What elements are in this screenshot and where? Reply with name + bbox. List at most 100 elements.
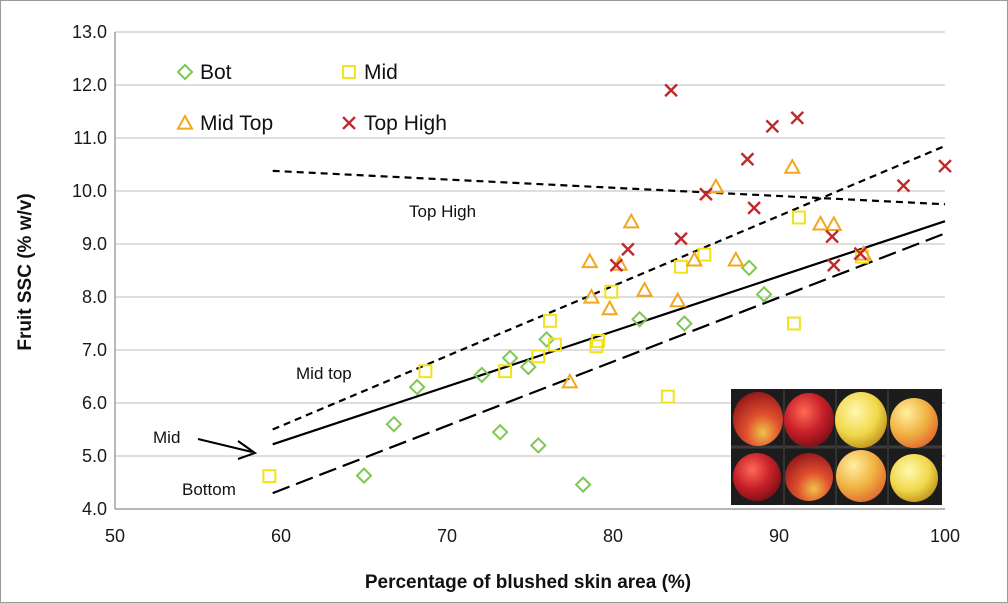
fruit-8 [890,454,938,502]
point-mid [498,364,513,379]
legend-marker-mid-top [176,113,194,130]
trendline-label-top-high: Top High [409,202,476,221]
point-top-high-stroke [621,242,635,257]
point-top-high-stroke [938,159,952,173]
point-top-high [765,119,780,134]
legend-item-mid-top: Mid Top [176,112,273,135]
point-top-high [609,258,624,272]
legend-label-mid-top: Mid Top [200,112,273,135]
point-mid-top [582,287,601,304]
legend-item-bot: Bot [176,61,232,84]
point-top-high [938,159,952,173]
y-axis-title: Fruit SSC (% w/v) [15,193,36,350]
point-mid-top [727,250,745,267]
point-top-high-stroke [790,111,805,125]
point-mid-top [581,252,599,269]
point-mid [591,334,606,348]
point-mid [262,469,277,484]
legend-item-top-high: Top High [342,112,447,135]
x-tick-label: 50 [105,526,125,546]
trendline-mid-top [272,144,946,431]
trendline-label-mid-top: Mid top [296,364,352,383]
point-top-high-stroke [674,231,688,246]
y-tick-label: 8.0 [82,287,107,307]
point-top-high-stroke [740,152,755,166]
mid-arrow [197,438,258,460]
y-tick-label: 13.0 [72,22,107,42]
x-tick-label: 70 [437,526,457,546]
y-tick-label: 5.0 [82,446,107,466]
fruit-6 [785,453,833,501]
point-mid [418,364,433,379]
legend-marker-bot [176,63,194,81]
legend-marker-top-high [342,116,356,130]
point-bot [355,467,373,485]
point-top-high [825,229,839,244]
legend-label-bot: Bot [200,61,232,84]
point-top-high [853,246,868,261]
point-top-high [747,201,761,215]
point-bot [473,366,491,384]
trendline-mid [272,220,946,446]
fruit-3 [835,392,887,448]
point-mid-top [811,214,830,231]
point-bot [631,310,648,328]
point-bot [755,285,773,303]
trendline-bottom [272,232,946,495]
point-top-high-stroke [609,258,624,272]
series-mid-top [561,158,873,389]
point-mid [547,337,562,352]
trendlines [272,144,946,495]
point-top-high [826,258,841,272]
point-top-high-stroke [853,246,868,261]
point-mid-top [635,281,654,297]
point-mid-top [707,177,725,194]
x-tick-label: 90 [769,526,789,546]
point-bot [538,330,556,348]
point-top-high-stroke [699,187,713,201]
point-bot [408,378,426,396]
point-mid [531,349,546,364]
y-tick-label: 7.0 [82,340,107,360]
point-top-high [790,111,805,125]
legend-item-mid: Mid [342,61,398,84]
point-top-high [621,242,635,257]
y-tick-label: 6.0 [82,393,107,413]
x-tick-label: 60 [271,526,291,546]
axes [114,32,945,510]
point-mid [660,389,675,404]
point-mid-top [685,250,704,267]
tick-labels: 4.0 5.0 6.0 7.0 8.0 9.0 10.0 11.0 12.0 13.0 50 60 70… [72,22,960,546]
legend-label-mid: Mid [364,61,398,84]
trendline-label-mid: Mid [153,428,180,447]
y-tick-label: 4.0 [82,499,107,519]
point-mid [542,313,557,328]
y-tick-label: 12.0 [72,75,107,95]
point-top-high-stroke [896,178,911,193]
point-top-high [664,83,678,98]
point-mid-top [561,372,579,389]
point-mid-top [825,215,843,231]
legend-marker-top-high-stroke [342,116,356,130]
fruit-7 [836,450,886,502]
point-bot [491,423,509,441]
fruit-5 [733,453,781,501]
trendline-label-bottom: Bottom [182,480,236,499]
point-top-high-stroke [664,83,678,98]
point-mid [791,210,806,225]
point-top-high-stroke [825,229,839,244]
point-top-high [896,178,911,193]
fruit-photo-inset [731,389,942,505]
point-bot [519,358,537,376]
series-top-high [609,83,952,272]
legend-label-top-high: Top High [364,112,447,135]
point-bot [529,436,547,454]
point-mid-top [669,291,687,308]
legend-marker-mid [342,65,356,79]
point-mid-top [600,299,619,316]
y-tick-label: 10.0 [72,181,107,201]
fruit-2 [784,393,834,447]
point-top-high-stroke [765,119,780,134]
point-top-high [674,231,688,246]
y-tick-label: 9.0 [82,234,107,254]
